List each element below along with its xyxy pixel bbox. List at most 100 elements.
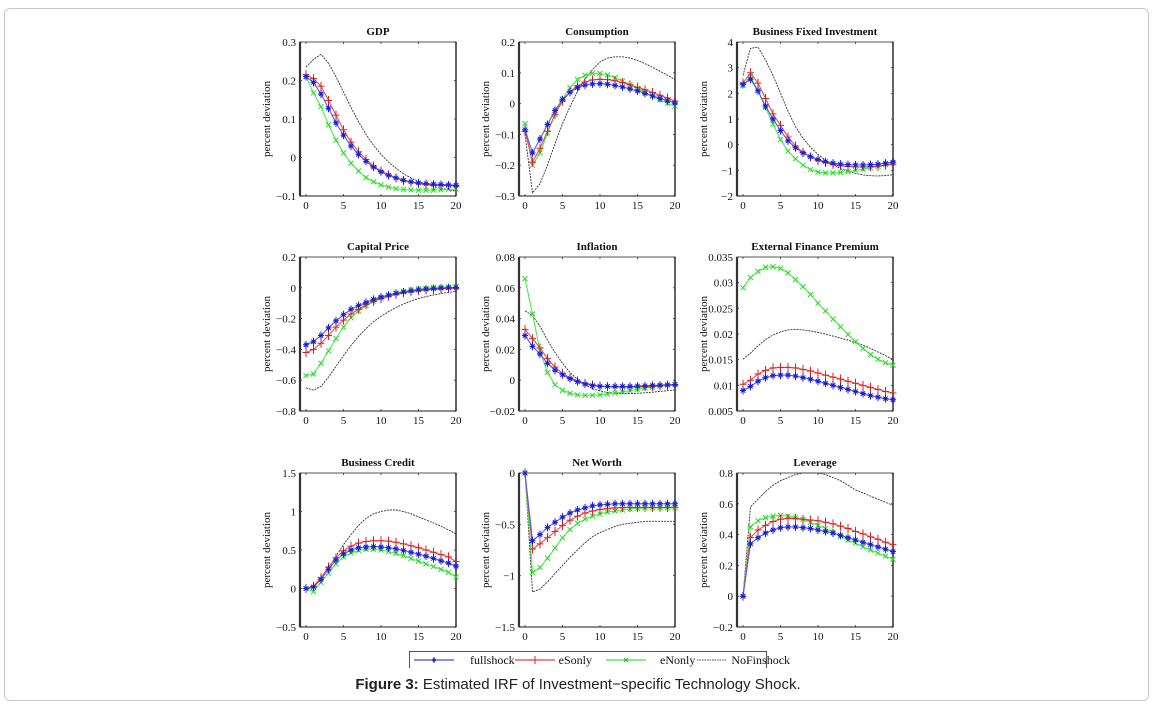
point-marker-dot xyxy=(530,344,535,348)
panel-capital-price: Capital Price percent deviation 0 5 10 15 20 −0… xyxy=(261,241,462,427)
point-marker-dot xyxy=(605,82,610,86)
point-marker-dot xyxy=(349,144,353,148)
point-marker-x xyxy=(430,187,437,194)
point-marker-dot xyxy=(356,303,361,308)
y-tick-label: 0 xyxy=(728,140,734,152)
y-tick-label: −0.2 xyxy=(495,160,515,172)
legend-swatch-fullshock xyxy=(414,657,454,663)
point-marker-dot xyxy=(545,525,550,530)
series-fullshock xyxy=(303,542,459,593)
point-marker-dot xyxy=(431,556,436,561)
point-marker-x xyxy=(537,564,543,571)
x-tick-label: 5 xyxy=(341,200,347,212)
point-marker-x xyxy=(589,513,596,519)
point-marker-dot xyxy=(620,85,625,89)
series-line-nofinshock xyxy=(305,291,457,391)
point-marker-x xyxy=(567,390,573,397)
x-tick-label: 0 xyxy=(740,415,746,427)
point-marker-dot xyxy=(349,548,353,552)
point-marker-plus xyxy=(882,386,889,396)
legend-item-enonly: eNonly xyxy=(606,653,695,668)
point-marker-dot xyxy=(808,155,813,159)
point-marker-dot xyxy=(883,397,888,401)
point-marker-x xyxy=(815,169,821,175)
point-marker-x xyxy=(567,526,573,533)
x-tick-label: 0 xyxy=(522,415,528,427)
point-marker-dot xyxy=(613,384,617,388)
panel-title: Business Credit xyxy=(341,457,415,469)
point-marker-x xyxy=(837,169,844,176)
x-tick-label: 0 xyxy=(303,631,309,643)
point-marker-x xyxy=(408,555,414,562)
series-esonly xyxy=(739,362,897,398)
point-marker-dot xyxy=(590,383,595,388)
point-marker-dot xyxy=(560,373,565,377)
series-enonly xyxy=(522,470,678,576)
point-marker-x xyxy=(544,555,551,562)
point-marker-dot xyxy=(446,561,451,565)
point-marker-dot xyxy=(319,333,323,338)
series-line-esonly xyxy=(742,71,894,168)
point-marker-plus xyxy=(784,513,792,523)
y-tick-label: 0 xyxy=(510,99,516,111)
y-axis-label: percent deviation xyxy=(480,295,492,372)
point-marker-x xyxy=(604,72,611,78)
point-marker-plus xyxy=(529,334,536,344)
point-marker-dot xyxy=(454,183,458,187)
y-tick-label: 0 xyxy=(291,283,297,295)
panel-title: Capital Price xyxy=(347,241,409,253)
point-marker-dot xyxy=(635,384,640,388)
point-marker-plus xyxy=(529,157,536,167)
point-marker-dot xyxy=(386,293,391,297)
caption-label: Figure 3: xyxy=(355,676,419,693)
point-marker-plus xyxy=(769,517,777,527)
point-marker-x xyxy=(355,168,362,174)
y-axis-label: percent deviation xyxy=(261,511,273,588)
point-marker-dot xyxy=(553,108,557,112)
point-marker-x xyxy=(415,558,422,565)
x-tick-label: 20 xyxy=(670,200,682,212)
point-marker-x xyxy=(875,356,881,363)
point-marker-dot xyxy=(409,180,413,184)
point-marker-x xyxy=(852,338,859,345)
point-marker-x xyxy=(574,391,581,398)
point-marker-dot xyxy=(778,526,783,530)
point-marker-dot xyxy=(673,101,677,105)
point-marker-dot xyxy=(861,540,865,544)
y-tick-label: −0.4 xyxy=(276,344,296,356)
y-tick-label: −0.1 xyxy=(276,191,296,203)
y-tick-label: 0.2 xyxy=(501,37,515,49)
point-marker-x xyxy=(333,335,339,342)
series-fullshock xyxy=(303,283,459,349)
point-marker-dot xyxy=(823,160,828,164)
point-marker-dot xyxy=(846,536,850,540)
point-marker-x xyxy=(589,392,596,399)
point-marker-dot xyxy=(620,384,625,388)
axes-box xyxy=(518,472,676,628)
x-tick-label: 20 xyxy=(888,631,900,643)
point-marker-dot xyxy=(786,139,790,143)
point-marker-x xyxy=(815,300,821,307)
series-nofinshock xyxy=(305,291,457,391)
point-marker-x xyxy=(612,390,618,396)
x-tick-label: 15 xyxy=(850,200,862,212)
series-line-nofinshock xyxy=(524,472,675,593)
point-marker-dot xyxy=(334,121,338,125)
series-line-nofinshock xyxy=(742,46,894,177)
legend-item-fullshock: fullshock xyxy=(414,653,515,668)
point-marker-dot xyxy=(523,333,527,338)
point-marker-dot xyxy=(756,89,760,93)
point-marker-dot xyxy=(356,152,361,157)
point-marker-dot xyxy=(446,183,451,187)
y-tick-label: 0.8 xyxy=(719,468,733,480)
point-marker-dot xyxy=(876,162,880,166)
y-tick-label: 0 xyxy=(510,468,516,480)
point-marker-plus xyxy=(859,529,867,539)
point-marker-dot xyxy=(793,525,798,529)
point-marker-dot xyxy=(605,502,610,506)
point-marker-dot xyxy=(568,377,572,381)
point-marker-dot xyxy=(838,162,843,166)
y-tick-label: −1 xyxy=(721,165,733,177)
point-marker-x xyxy=(890,556,896,563)
